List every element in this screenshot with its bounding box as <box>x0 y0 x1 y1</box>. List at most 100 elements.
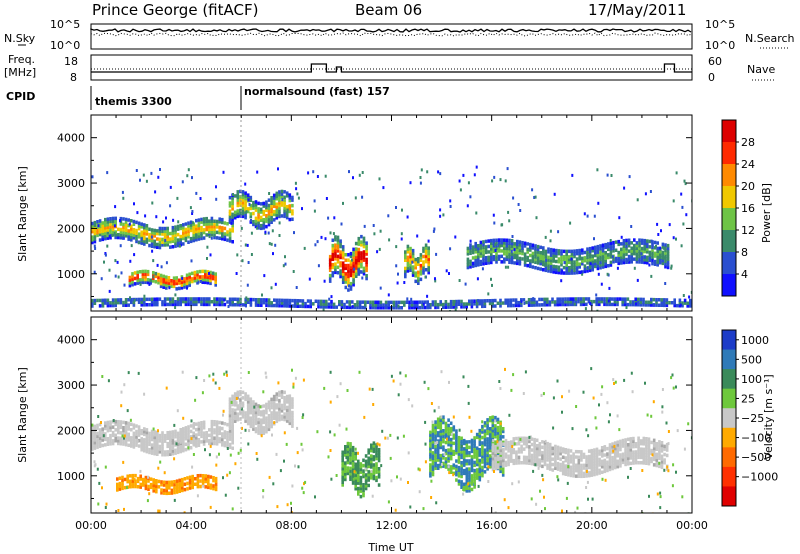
heatmap-cell <box>499 387 502 390</box>
heatmap-cell <box>341 469 344 474</box>
heatmap-cell <box>414 266 417 270</box>
heatmap-cell <box>221 300 224 304</box>
heatmap-cell <box>517 303 520 308</box>
heatmap-cell <box>201 280 204 284</box>
heatmap-cell <box>424 275 427 279</box>
heatmap-cell <box>324 237 327 241</box>
heatmap-cell <box>231 432 234 437</box>
heatmap-cell <box>594 416 597 420</box>
heatmap-cell <box>507 440 510 445</box>
heatmap-cell <box>244 428 247 432</box>
heatmap-cell <box>400 300 403 305</box>
heatmap-cell <box>585 486 588 489</box>
heatmap-cell <box>494 445 497 449</box>
heatmap-cell <box>143 236 146 241</box>
heatmap-cell <box>291 410 294 415</box>
heatmap-cell <box>660 446 664 450</box>
heatmap-cell <box>629 302 632 307</box>
heatmap-cell <box>204 448 206 452</box>
heatmap-cell <box>200 228 203 233</box>
heatmap-cell <box>340 300 344 304</box>
heatmap-cell <box>233 414 237 418</box>
heatmap-cell <box>228 397 232 401</box>
heatmap-cell <box>109 227 112 232</box>
heatmap-cell <box>595 466 599 471</box>
heatmap-cell <box>538 442 542 446</box>
heatmap-cell <box>121 434 124 438</box>
heatmap-cell <box>495 241 498 245</box>
heatmap-cell <box>328 297 331 301</box>
heatmap-cell <box>133 478 136 482</box>
heatmap-cell <box>257 412 260 416</box>
heatmap-cell <box>427 249 430 253</box>
heatmap-cell <box>218 297 221 301</box>
heatmap-cell <box>509 298 513 302</box>
heatmap-cell <box>520 300 523 304</box>
heatmap-cell <box>482 262 485 266</box>
heatmap-cell <box>245 210 248 214</box>
heatmap-cell <box>101 232 104 236</box>
heatmap-cell <box>101 438 104 442</box>
heatmap-cell <box>254 416 258 420</box>
heatmap-cell <box>205 227 208 232</box>
heatmap-cell <box>488 301 492 306</box>
heatmap-cell <box>496 301 500 305</box>
heatmap-cell <box>215 420 219 424</box>
heatmap-cell <box>104 443 107 447</box>
heatmap-cell <box>552 253 555 258</box>
heatmap-cell <box>351 456 355 461</box>
heatmap-cell <box>257 223 260 227</box>
heatmap-cell <box>371 300 375 304</box>
heatmap-cell <box>422 254 425 259</box>
heatmap-cell <box>501 470 505 474</box>
heatmap-cell <box>414 257 417 262</box>
heatmap-cell <box>486 439 489 444</box>
heatmap-cell <box>607 264 610 268</box>
heatmap-cell <box>346 447 350 451</box>
heatmap-cell <box>344 253 348 257</box>
heatmap-cell <box>332 232 335 236</box>
heatmap-cell <box>608 454 612 458</box>
heatmap-cell <box>621 460 625 465</box>
heatmap-cell <box>660 298 663 302</box>
heatmap-cell <box>191 483 194 487</box>
heatmap-cell <box>364 478 368 483</box>
heatmap-cell <box>165 480 168 485</box>
heatmap-cell <box>433 227 436 231</box>
heatmap-cell <box>187 235 190 239</box>
heatmap-cell <box>575 268 579 272</box>
heatmap-cell <box>492 257 496 262</box>
heatmap-cell <box>598 403 600 407</box>
heatmap-cell <box>207 477 210 481</box>
heatmap-cell <box>200 421 203 425</box>
heatmap-cell <box>504 463 508 467</box>
heatmap-cell <box>101 237 104 242</box>
heatmap-cell <box>419 272 423 276</box>
heatmap-cell <box>548 442 552 447</box>
heatmap-cell <box>359 484 363 488</box>
heatmap-cell <box>460 305 463 309</box>
heatmap-cell <box>452 302 455 307</box>
heatmap-cell <box>236 214 240 219</box>
heatmap-cell <box>148 282 151 286</box>
heatmap-cell <box>572 455 575 459</box>
heatmap-cell <box>344 466 347 471</box>
heatmap-cell <box>174 293 177 297</box>
colorbar-swatch <box>722 208 736 231</box>
heatmap-cell <box>101 435 104 440</box>
heatmap-cell <box>422 263 425 267</box>
heatmap-cell <box>249 421 253 426</box>
heatmap-cell <box>519 437 522 441</box>
heatmap-cell <box>272 482 275 486</box>
heatmap-cell <box>143 297 146 302</box>
heatmap-cell <box>283 190 286 194</box>
heatmap-cell <box>346 466 350 470</box>
heatmap-cell <box>395 206 397 209</box>
heatmap-cell <box>341 456 344 460</box>
heatmap-cell <box>151 201 154 205</box>
heatmap-cell <box>434 420 437 424</box>
heatmap-cell <box>143 438 146 442</box>
heatmap-cell <box>122 439 125 444</box>
heatmap-cell <box>143 234 146 238</box>
heatmap-cell <box>517 458 521 462</box>
